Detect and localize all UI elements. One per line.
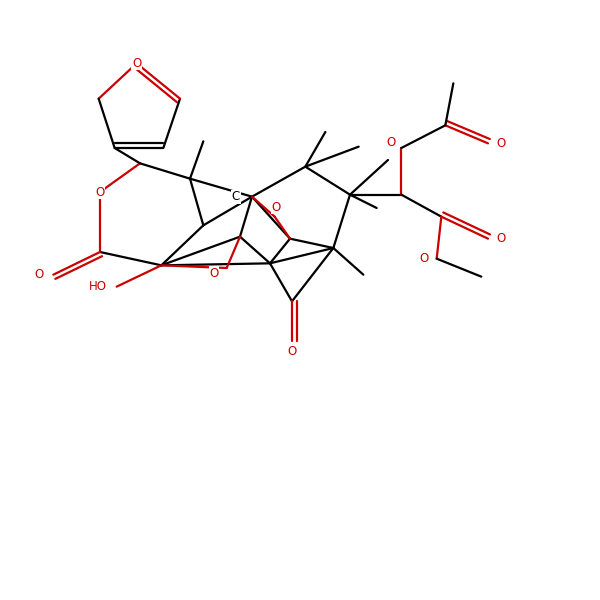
Text: O: O — [95, 185, 104, 199]
Text: HO: HO — [89, 280, 107, 293]
Text: O: O — [209, 267, 218, 280]
Text: O: O — [496, 137, 505, 150]
Text: O: O — [132, 57, 141, 70]
Text: O: O — [496, 232, 505, 245]
Text: C: C — [232, 190, 240, 203]
Text: O: O — [271, 201, 281, 214]
Text: O: O — [287, 345, 296, 358]
Text: O: O — [387, 136, 396, 149]
Text: O: O — [34, 268, 43, 281]
Text: O: O — [419, 252, 428, 265]
